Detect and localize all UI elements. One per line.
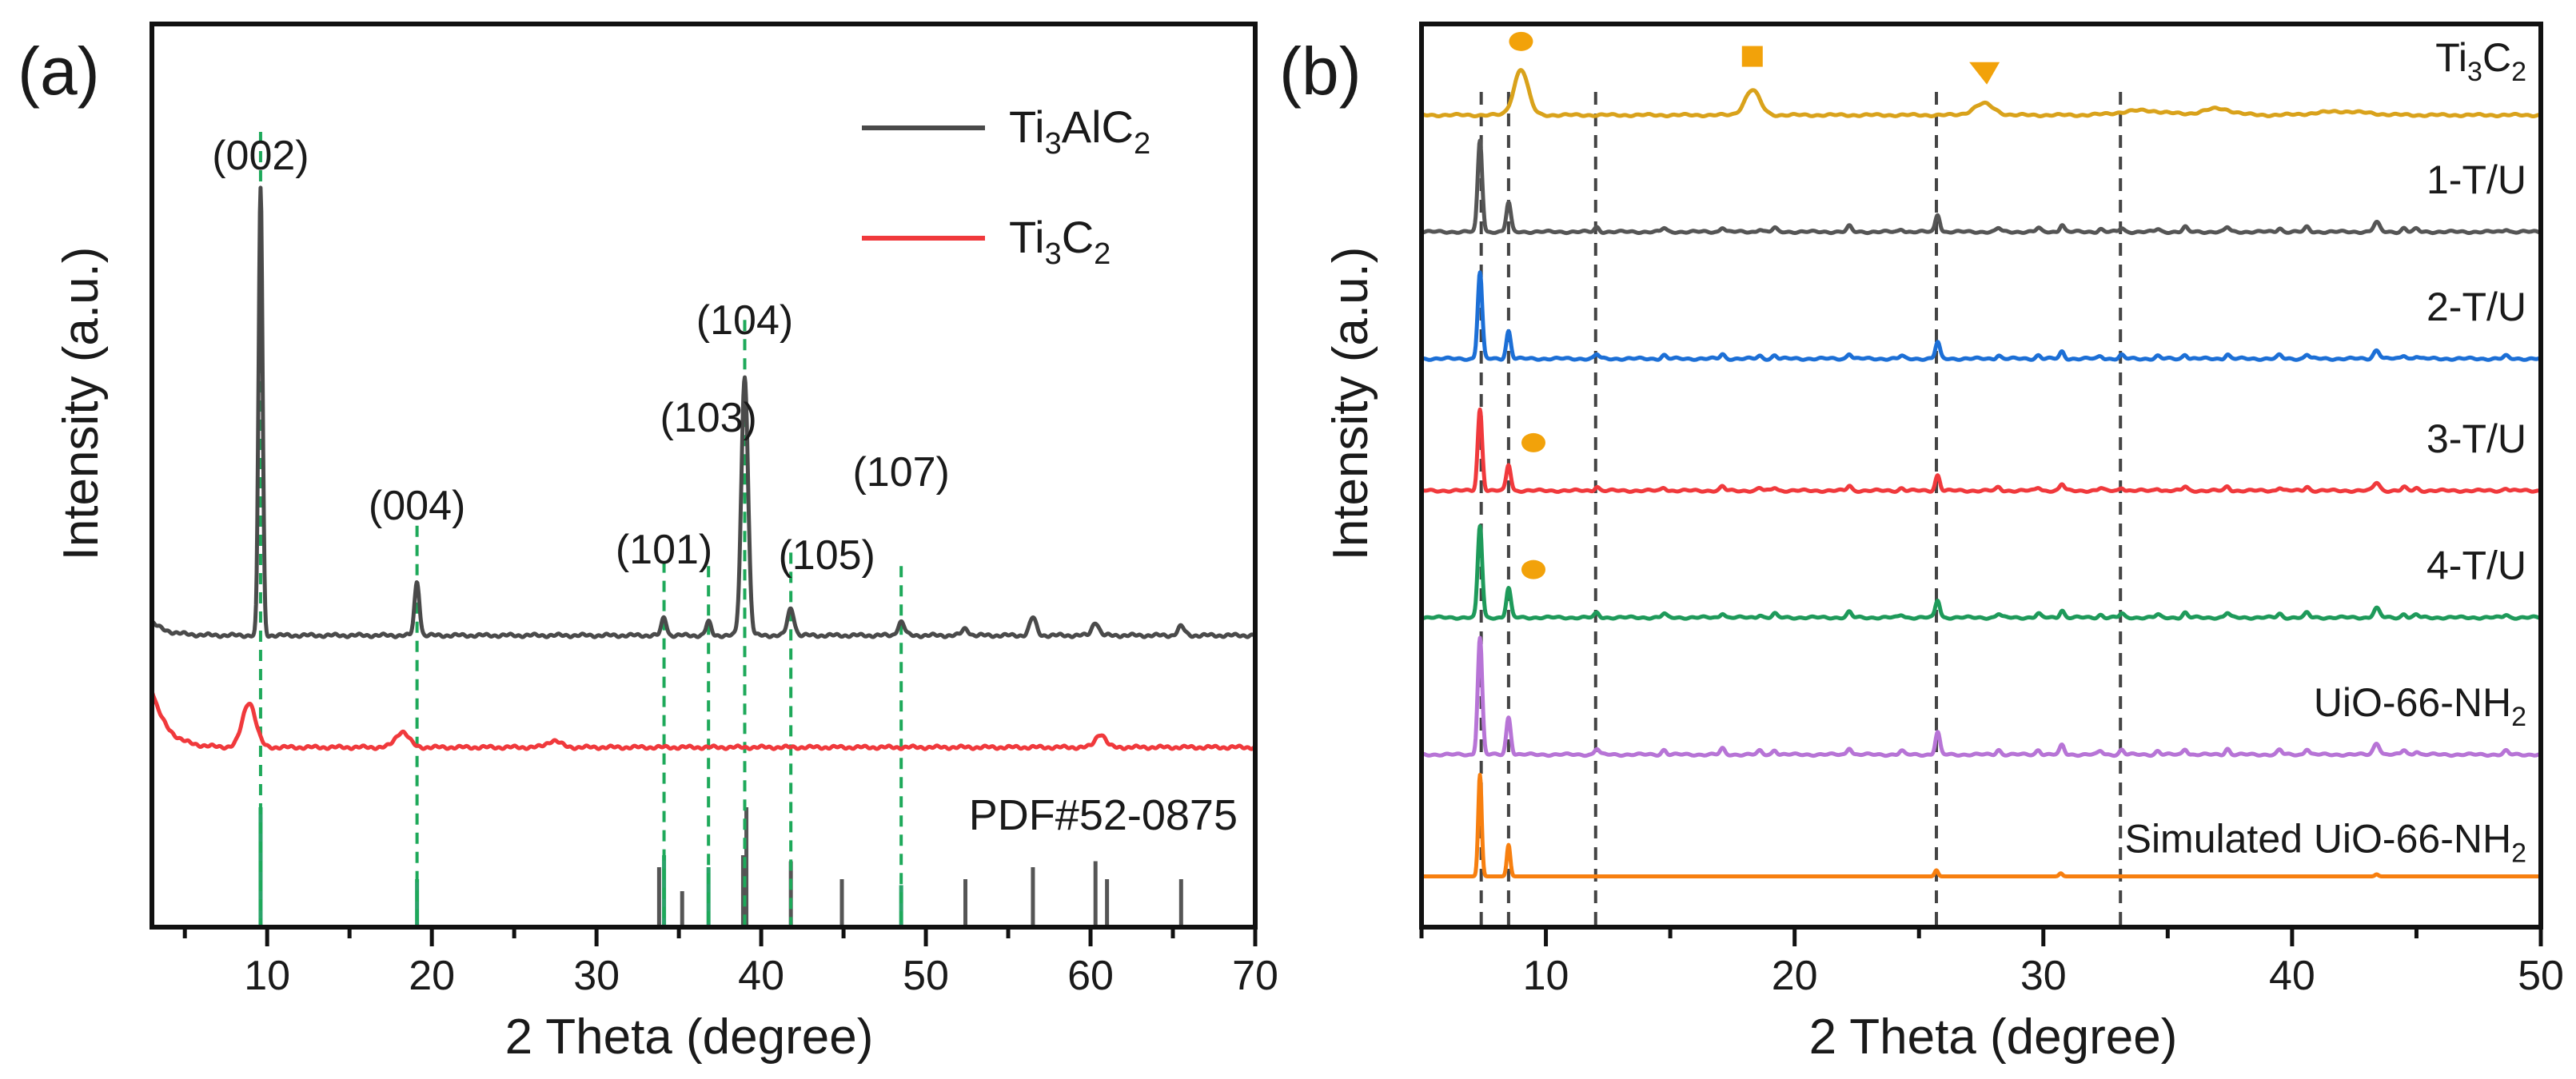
panel-b-y-axis-title: Intensity (a.u.) xyxy=(1323,247,1378,561)
series-label-uio-66-nh2: UiO-66-NH2 xyxy=(2314,680,2526,732)
legend-label-ti3c2: Ti3C2 xyxy=(1009,212,1111,271)
panel-b-x-tick-label: 20 xyxy=(1772,953,1818,999)
series-line-2-t-u xyxy=(1420,270,2542,362)
hkl-label: (105) xyxy=(778,532,875,579)
square-marker xyxy=(1741,46,1763,67)
panel-a-y-axis-title: Intensity (a.u.) xyxy=(54,247,109,561)
panel-b-x-tick-label: 50 xyxy=(2518,953,2564,999)
panel-b-peak-markers xyxy=(1509,31,2000,579)
series-line-ti3alc2 xyxy=(150,185,1257,639)
panel-a-x-tick-label: 70 xyxy=(1232,953,1278,999)
panel-b-x-tick-label: 10 xyxy=(1523,953,1569,999)
panel-b-reference-lines xyxy=(1479,92,2123,927)
panel-a-x-tick-label: 10 xyxy=(244,953,290,999)
panel-b-series xyxy=(1420,68,2542,878)
circle-marker xyxy=(1521,432,1545,452)
panel-a-x-tick-label: 50 xyxy=(903,953,949,999)
series-line-ti3c2 xyxy=(1420,68,2542,118)
panel-a: (a) Intensity (a.u.) 2 Theta (degree) 10… xyxy=(18,22,1278,1065)
hkl-label: (104) xyxy=(696,297,793,344)
legend-label-ti3alc2: Ti3AlC2 xyxy=(1009,102,1150,161)
panel-a-series xyxy=(150,185,1257,751)
hkl-label: (004) xyxy=(369,483,465,529)
panel-a-reference-label: PDF#52-0875 xyxy=(969,791,1238,839)
panel-b-series-labels: Ti3C2 1-T/U 2-T/U 3-T/U 4-T/U UiO-66-NH2… xyxy=(2125,35,2526,869)
series-line-uio-66-nh2 xyxy=(1420,635,2542,758)
hkl-label: (103) xyxy=(660,395,756,441)
panel-a-x-tick-label: 20 xyxy=(409,953,455,999)
hkl-label: (101) xyxy=(616,527,712,573)
panel-b-label: (b) xyxy=(1279,34,1362,109)
series-line-3-t-u xyxy=(1420,407,2542,494)
series-label-3-t-u: 3-T/U xyxy=(2426,416,2526,461)
series-line-ti3c2 xyxy=(150,690,1257,751)
panel-a-hkl-guides xyxy=(258,132,903,927)
series-label-ti3c2: Ti3C2 xyxy=(2435,35,2526,87)
series-line-simulated-uio-66-nh2 xyxy=(1420,773,2542,878)
panel-a-label: (a) xyxy=(18,34,100,109)
panel-a-frame xyxy=(150,22,1258,930)
series-label-4-t-u: 4-T/U xyxy=(2426,543,2526,588)
series-line-4-t-u xyxy=(1420,524,2542,621)
hkl-label: (002) xyxy=(212,133,309,179)
panel-a-x-tick-label: 40 xyxy=(738,953,784,999)
panel-a-x-axis-title: 2 Theta (degree) xyxy=(505,1009,874,1065)
series-line-1-t-u xyxy=(1420,138,2542,236)
panel-b: (b) Intensity (a.u.) 2 Theta (degree) 10… xyxy=(1279,22,2564,1065)
panel-a-x-tick-label: 60 xyxy=(1067,953,1114,999)
panel-a-legend: Ti3AlC2 Ti3C2 xyxy=(862,102,1150,271)
panel-a-x-tick-label: 30 xyxy=(573,953,620,999)
triangle-marker xyxy=(1969,62,2000,85)
panel-b-x-tick-label: 40 xyxy=(2269,953,2315,999)
panel-b-x-ticks: 10 20 30 40 50 xyxy=(1419,927,2564,999)
series-label-1-t-u: 1-T/U xyxy=(2426,157,2526,202)
panel-a-hkl-labels: (002) (004) (101) (103) (104) (105) (107) xyxy=(212,133,950,579)
hkl-label: (107) xyxy=(852,449,949,496)
circle-marker xyxy=(1521,559,1545,579)
panel-a-x-ticks: 10 20 30 40 50 60 70 xyxy=(182,927,1278,999)
circle-marker xyxy=(1509,31,1533,51)
series-label-simulated-uio-66-nh2: Simulated UiO-66-NH2 xyxy=(2125,817,2526,869)
series-label-2-t-u: 2-T/U xyxy=(2426,285,2526,329)
panel-b-frame xyxy=(1419,22,2543,930)
panel-b-x-tick-label: 30 xyxy=(2020,953,2067,999)
panel-b-x-axis-title: 2 Theta (degree) xyxy=(1809,1009,2178,1065)
